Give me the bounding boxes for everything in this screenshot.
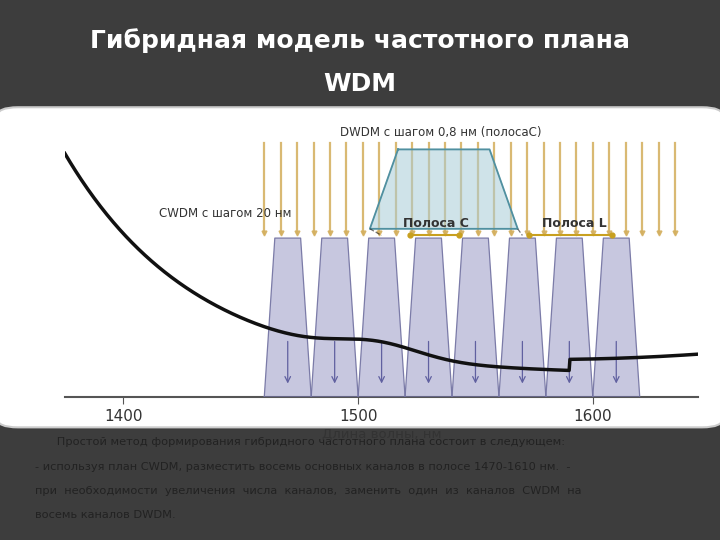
Polygon shape (264, 238, 311, 397)
Text: - используя план CWDM, разместить восемь основных каналов в полосе 1470-1610 нм.: - используя план CWDM, разместить восемь… (35, 462, 571, 471)
Text: WDM: WDM (323, 72, 397, 96)
Text: DWDM с шагом 0,8 нм (полосаС): DWDM с шагом 0,8 нм (полосаС) (340, 126, 541, 139)
Polygon shape (499, 238, 546, 397)
Text: Гибридная модель частотного плана: Гибридная модель частотного плана (90, 29, 630, 53)
X-axis label: Длина волны, нм: Длина волны, нм (322, 428, 441, 441)
Text: Полоса L: Полоса L (541, 217, 606, 230)
FancyBboxPatch shape (0, 107, 720, 427)
Polygon shape (593, 238, 640, 397)
Text: Полоса С: Полоса С (402, 217, 469, 230)
Polygon shape (452, 238, 499, 397)
Text: Простой метод формирования гибридного частотного плана состоит в следующем:: Простой метод формирования гибридного ча… (35, 437, 565, 447)
Polygon shape (546, 238, 593, 397)
Text: CWDM с шагом 20 нм: CWDM с шагом 20 нм (158, 206, 291, 220)
Text: восемь каналов DWDM.: восемь каналов DWDM. (35, 510, 176, 520)
Polygon shape (405, 238, 452, 397)
Text: при  необходимости  увеличения  числа  каналов,  заменить  один  из  каналов  CW: при необходимости увеличения числа канал… (35, 486, 582, 496)
Polygon shape (358, 238, 405, 397)
Polygon shape (370, 150, 518, 229)
Polygon shape (311, 238, 358, 397)
